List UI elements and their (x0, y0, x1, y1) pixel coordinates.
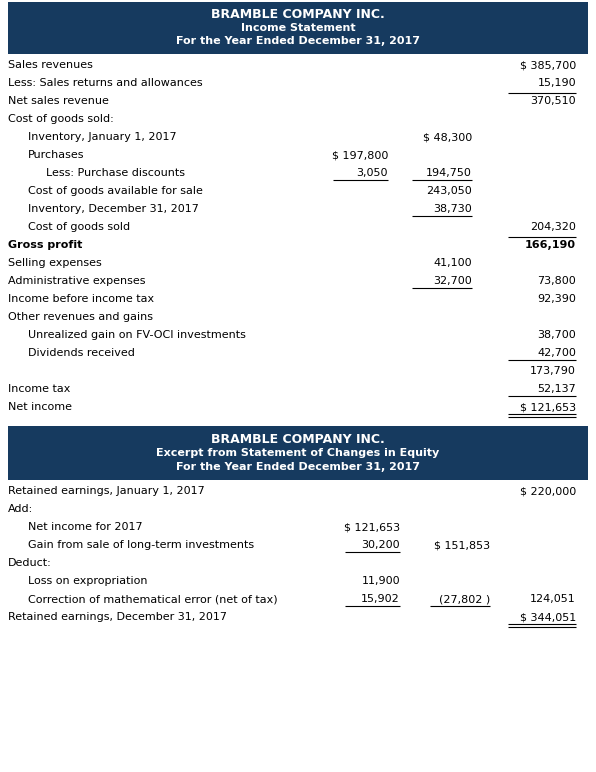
Text: 38,730: 38,730 (433, 204, 472, 214)
Text: 30,200: 30,200 (361, 540, 400, 550)
Text: 194,750: 194,750 (426, 168, 472, 178)
Text: $ 151,853: $ 151,853 (434, 540, 490, 550)
Text: Selling expenses: Selling expenses (8, 258, 102, 268)
Text: 3,050: 3,050 (356, 168, 388, 178)
Text: Inventory, December 31, 2017: Inventory, December 31, 2017 (28, 204, 199, 214)
Text: 166,190: 166,190 (525, 240, 576, 250)
Text: Deduct:: Deduct: (8, 558, 52, 568)
Text: 52,137: 52,137 (537, 384, 576, 394)
Text: Income tax: Income tax (8, 384, 70, 394)
Text: $ 121,653: $ 121,653 (344, 522, 400, 532)
Text: 15,902: 15,902 (361, 594, 400, 604)
Text: 204,320: 204,320 (530, 222, 576, 232)
Text: $ 344,051: $ 344,051 (520, 612, 576, 622)
Text: (27,802 ): (27,802 ) (439, 594, 490, 604)
Text: Add:: Add: (8, 504, 33, 514)
Text: 92,390: 92,390 (537, 294, 576, 304)
Text: BRAMBLE COMPANY INC.: BRAMBLE COMPANY INC. (211, 433, 385, 446)
Text: For the Year Ended December 31, 2017: For the Year Ended December 31, 2017 (176, 36, 420, 46)
Text: 38,700: 38,700 (537, 330, 576, 340)
Text: 370,510: 370,510 (530, 96, 576, 106)
Text: Dividends received: Dividends received (28, 348, 135, 358)
Text: Gross profit: Gross profit (8, 240, 82, 250)
Text: Correction of mathematical error (net of tax): Correction of mathematical error (net of… (28, 594, 278, 604)
Text: 73,800: 73,800 (537, 276, 576, 286)
Text: Less: Sales returns and allowances: Less: Sales returns and allowances (8, 78, 203, 88)
Text: 42,700: 42,700 (537, 348, 576, 358)
Text: 173,790: 173,790 (530, 366, 576, 376)
Text: Retained earnings, January 1, 2017: Retained earnings, January 1, 2017 (8, 486, 205, 496)
Text: Income before income tax: Income before income tax (8, 294, 154, 304)
Text: Purchases: Purchases (28, 150, 85, 160)
Text: Cost of goods available for sale: Cost of goods available for sale (28, 186, 203, 196)
Text: 243,050: 243,050 (426, 186, 472, 196)
Bar (8, 426, 588, 480)
Text: Gain from sale of long-term investments: Gain from sale of long-term investments (28, 540, 254, 550)
Text: $ 385,700: $ 385,700 (520, 60, 576, 70)
Text: Loss on expropriation: Loss on expropriation (28, 576, 147, 586)
Text: 11,900: 11,900 (361, 576, 400, 586)
Text: Excerpt from Statement of Changes in Equity: Excerpt from Statement of Changes in Equ… (156, 448, 440, 458)
Text: BRAMBLE COMPANY INC.: BRAMBLE COMPANY INC. (211, 8, 385, 22)
Text: For the Year Ended December 31, 2017: For the Year Ended December 31, 2017 (176, 462, 420, 472)
Text: $ 197,800: $ 197,800 (331, 150, 388, 160)
Text: Unrealized gain on FV-OCI investments: Unrealized gain on FV-OCI investments (28, 330, 246, 340)
Text: Net income for 2017: Net income for 2017 (28, 522, 142, 532)
Text: Net sales revenue: Net sales revenue (8, 96, 109, 106)
Text: Sales revenues: Sales revenues (8, 60, 93, 70)
Text: $ 121,653: $ 121,653 (520, 402, 576, 412)
Text: 15,190: 15,190 (538, 78, 576, 88)
Text: Less: Purchase discounts: Less: Purchase discounts (46, 168, 185, 178)
Text: 41,100: 41,100 (433, 258, 472, 268)
Text: Cost of goods sold: Cost of goods sold (28, 222, 130, 232)
Text: 124,051: 124,051 (530, 594, 576, 604)
Text: Cost of goods sold:: Cost of goods sold: (8, 114, 114, 124)
Bar (8, 2, 588, 54)
Text: 32,700: 32,700 (433, 276, 472, 286)
Text: Net income: Net income (8, 402, 72, 412)
Text: Income Statement: Income Statement (241, 23, 355, 33)
Text: Inventory, January 1, 2017: Inventory, January 1, 2017 (28, 132, 176, 142)
Text: Other revenues and gains: Other revenues and gains (8, 312, 153, 322)
Text: Administrative expenses: Administrative expenses (8, 276, 145, 286)
Text: Retained earnings, December 31, 2017: Retained earnings, December 31, 2017 (8, 612, 227, 622)
Text: $ 220,000: $ 220,000 (520, 486, 576, 496)
Text: $ 48,300: $ 48,300 (423, 132, 472, 142)
